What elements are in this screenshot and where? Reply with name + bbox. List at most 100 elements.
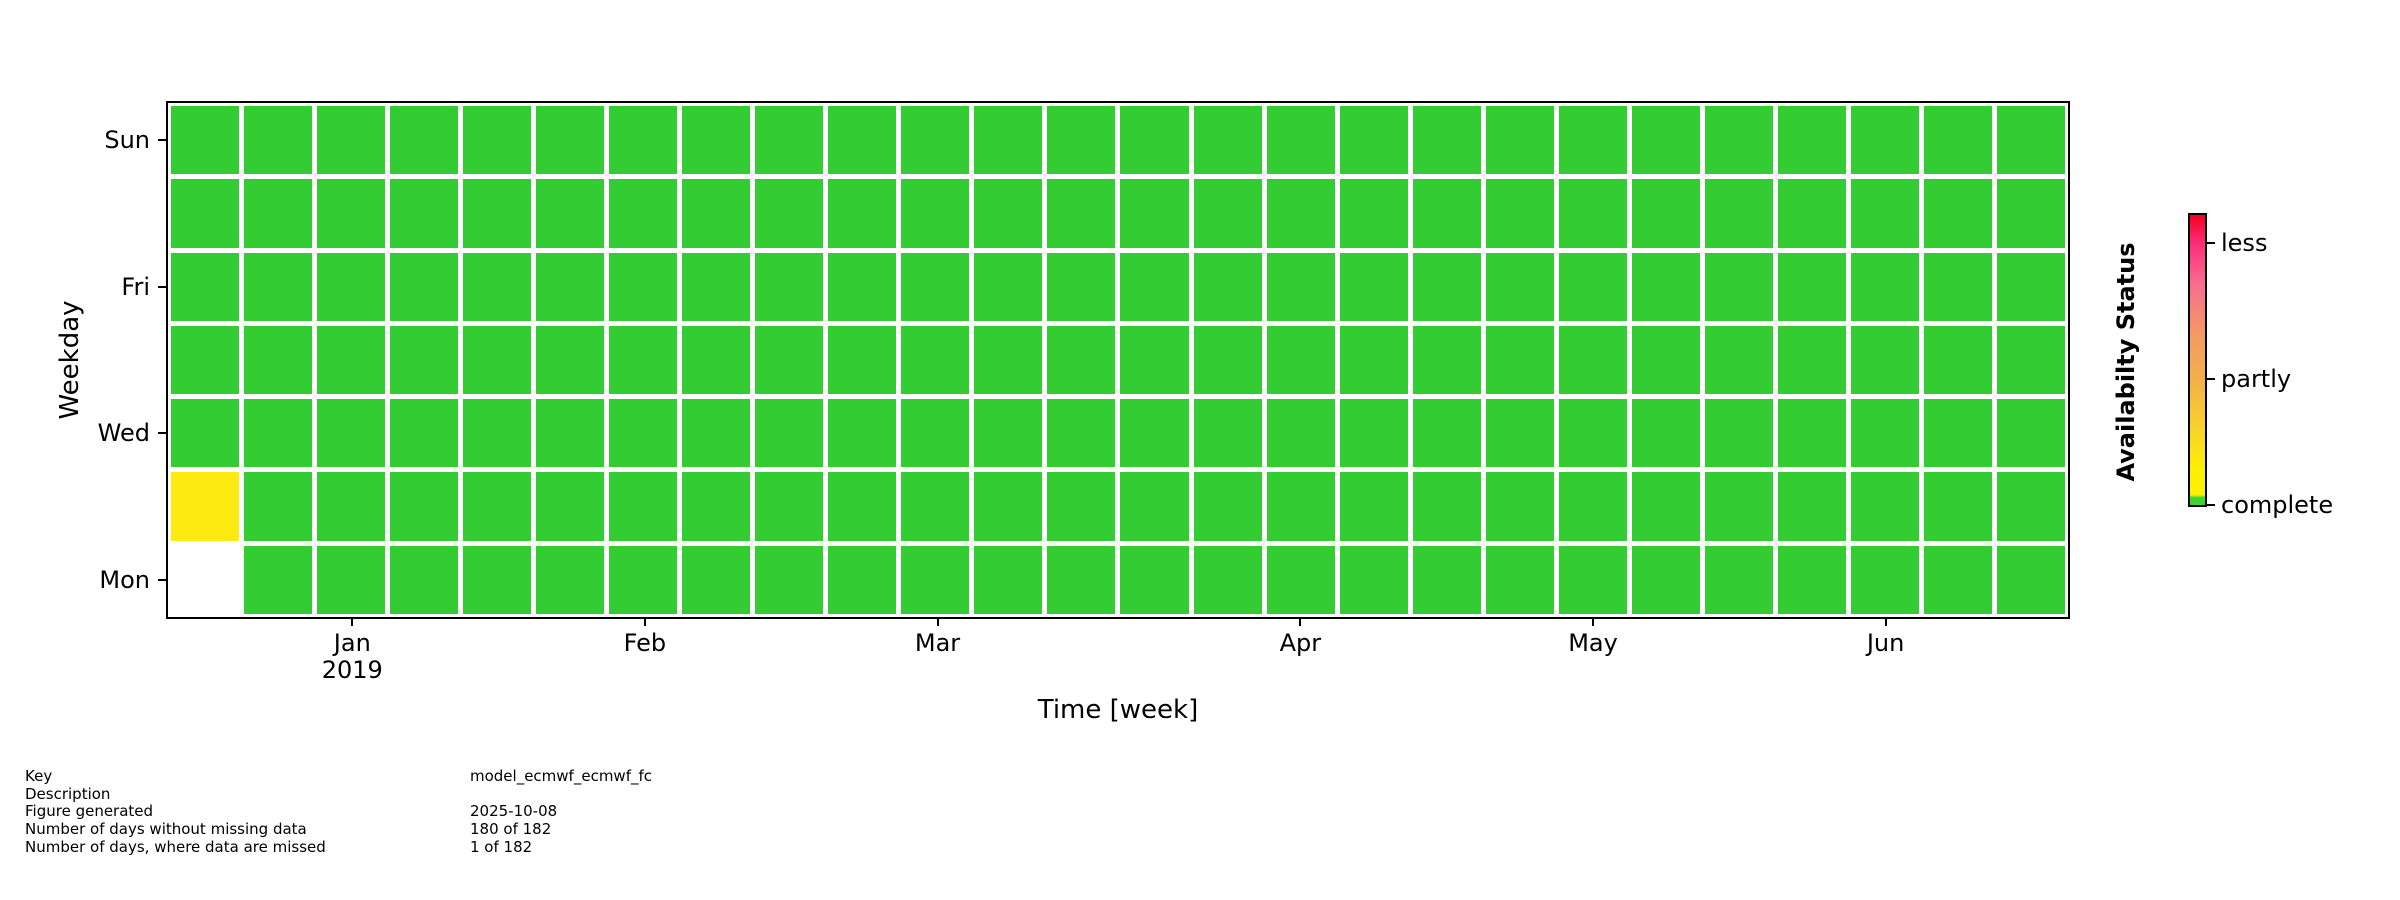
- heatmap-cell: [828, 472, 897, 541]
- colorbar-title: Availabilty Status: [2112, 242, 2140, 482]
- metadata-value: model_ecmwf_ecmwf_fc: [470, 767, 653, 785]
- colorbar-tick-label: less: [2221, 229, 2268, 258]
- heatmap-cell: [1631, 399, 1700, 468]
- heatmap-cell: [390, 179, 459, 248]
- x-tick-mark: [936, 617, 939, 626]
- heatmap-cell: [1850, 472, 1919, 541]
- heatmap-cell: [317, 399, 386, 468]
- heatmap-cell: [974, 472, 1043, 541]
- heatmap-cell: [317, 179, 386, 248]
- heatmap-cell: [1777, 325, 1846, 395]
- heatmap-cell: [755, 179, 824, 248]
- x-tick-label: Mar: [914, 629, 961, 657]
- heatmap-cell: [1558, 325, 1627, 395]
- heatmap-cell: [1704, 325, 1773, 395]
- heatmap-cell: [1850, 399, 1919, 468]
- heatmap-cell: [682, 472, 751, 541]
- y-tick-mark: [158, 138, 167, 141]
- heatmap-cell: [901, 472, 970, 541]
- heatmap-cell: [901, 106, 970, 175]
- heatmap-cell: [1266, 325, 1335, 395]
- heatmap-cell: [1704, 252, 1773, 321]
- colorbar-tick-mark: [2207, 242, 2215, 245]
- heatmap-cell: [974, 106, 1043, 175]
- heatmap-cell: [171, 179, 240, 248]
- heatmap-cell: [171, 472, 240, 541]
- heatmap-cell: [1923, 399, 1992, 468]
- heatmap-cell: [974, 179, 1043, 248]
- heatmap-cell: [1996, 179, 2065, 248]
- heatmap-cell: [755, 252, 824, 321]
- heatmap-cell: [390, 545, 459, 614]
- x-tick-mark: [351, 617, 354, 626]
- heatmap-cell: [1923, 179, 1992, 248]
- heatmap-cell: [317, 252, 386, 321]
- heatmap-cell: [171, 106, 240, 175]
- colorbar-tick-mark: [2207, 378, 2215, 381]
- heatmap-cell: [1558, 472, 1627, 541]
- heatmap-cell: [1558, 252, 1627, 321]
- heatmap-cell: [463, 399, 532, 468]
- metadata-label: Description: [25, 784, 111, 803]
- heatmap-cell: [609, 399, 678, 468]
- heatmap-cell: [1558, 545, 1627, 614]
- heatmap-cell: [244, 325, 313, 395]
- heatmap-cell: [1266, 252, 1335, 321]
- heatmap-cell: [1777, 472, 1846, 541]
- heatmap-cell: [609, 325, 678, 395]
- heatmap-cell: [609, 472, 678, 541]
- heatmap-cell: [828, 106, 897, 175]
- heatmap-cell: [317, 325, 386, 395]
- heatmap-cell: [463, 545, 532, 614]
- heatmap-cell: [1631, 179, 1700, 248]
- heatmap-cell: [244, 179, 313, 248]
- heatmap-cell: [1923, 106, 1992, 175]
- heatmap-cell: [901, 325, 970, 395]
- heatmap-cell: [828, 545, 897, 614]
- heatmap-cell: [1266, 545, 1335, 614]
- heatmap-cell: [1923, 472, 1992, 541]
- heatmap-cell: [1266, 106, 1335, 175]
- y-tick-label: Mon: [99, 566, 150, 595]
- heatmap-cell: [536, 325, 605, 395]
- heatmap-cell: [1558, 399, 1627, 468]
- heatmap-cell: [244, 472, 313, 541]
- heatmap-cell: [1485, 399, 1554, 468]
- heatmap-cell: [1339, 399, 1408, 468]
- heatmap-cell: [1923, 252, 1992, 321]
- heatmap-cell: [317, 545, 386, 614]
- heatmap-cell: [1850, 252, 1919, 321]
- heatmap-cell: [1047, 472, 1116, 541]
- heatmap-cell: [1485, 545, 1554, 614]
- heatmap-cell: [682, 106, 751, 175]
- heatmap-cell: [1193, 325, 1262, 395]
- heatmap-cell: [1193, 106, 1262, 175]
- x-tick-mark: [1299, 617, 1302, 626]
- metadata-label: Key: [25, 767, 53, 785]
- heatmap-cell: [1996, 106, 2065, 175]
- heatmap-cell: [1631, 252, 1700, 321]
- heatmap-cell: [1193, 472, 1262, 541]
- heatmap-cell: [1704, 179, 1773, 248]
- heatmap-cell: [1850, 106, 1919, 175]
- heatmap-cell: [1047, 325, 1116, 395]
- heatmap-cell: [1777, 399, 1846, 468]
- heatmap-cell: [1339, 472, 1408, 541]
- heatmap-cell: [682, 252, 751, 321]
- heatmap-cell: [682, 179, 751, 248]
- heatmap-cell: [1339, 325, 1408, 395]
- heatmap-cell: [974, 325, 1043, 395]
- heatmap-cell: [1923, 325, 1992, 395]
- heatmap-cell: [1412, 399, 1481, 468]
- heatmap-cell: [1412, 179, 1481, 248]
- heatmap-cell: [463, 106, 532, 175]
- heatmap-cell: [1777, 106, 1846, 175]
- heatmap-cell: [1631, 545, 1700, 614]
- heatmap-cell: [1631, 325, 1700, 395]
- y-tick-label: Wed: [97, 419, 150, 448]
- x-tick-mark: [643, 617, 646, 626]
- heatmap-cell: [1850, 179, 1919, 248]
- heatmap-cell: [317, 472, 386, 541]
- heatmap-cell: [1120, 472, 1189, 541]
- heatmap-cell: [463, 179, 532, 248]
